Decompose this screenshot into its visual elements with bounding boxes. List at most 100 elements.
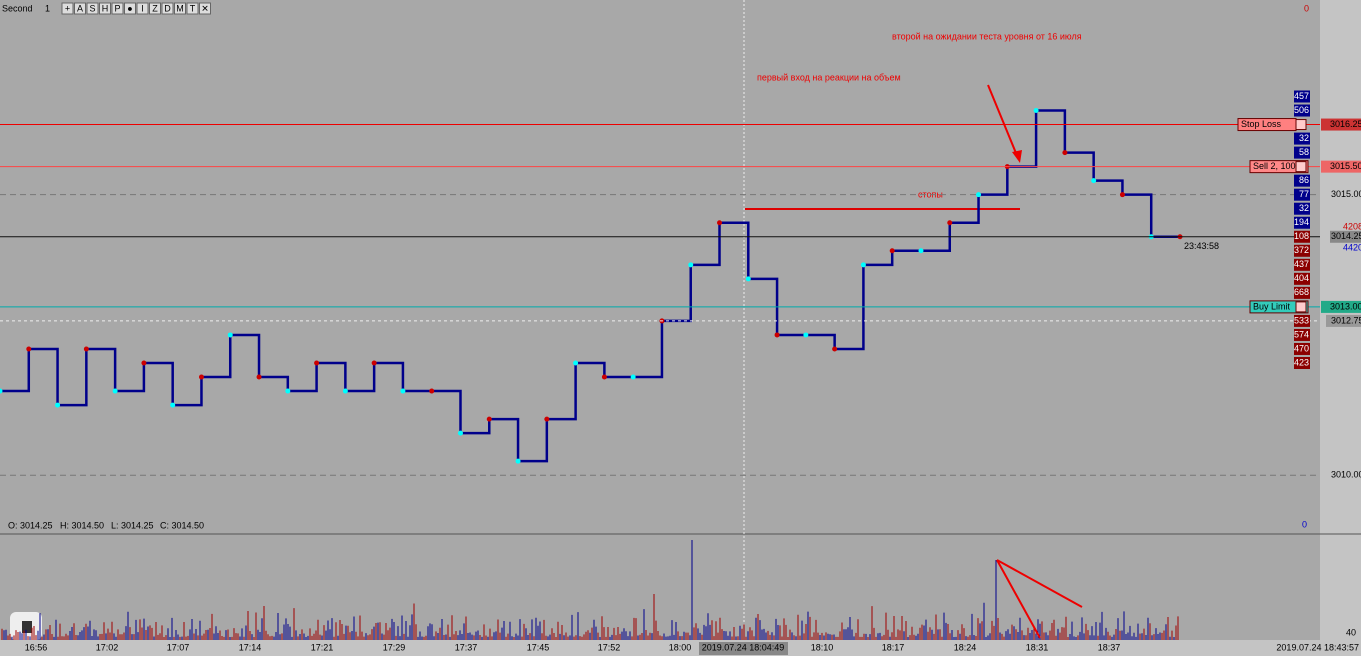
price-dot (976, 192, 982, 198)
toolbar-button[interactable] (174, 2, 186, 15)
toolbar-label: H (102, 3, 109, 13)
ladder-label: 108 (1294, 231, 1309, 241)
price-dot (515, 458, 521, 464)
price-dot (371, 360, 377, 366)
price-dot (774, 332, 780, 338)
toolbar-label: Z (152, 3, 158, 13)
price-dot (285, 388, 291, 394)
toolbar-label: T (190, 3, 196, 13)
ladder-cell (1294, 357, 1310, 370)
toolbar-button[interactable] (74, 2, 86, 15)
ladder-label: 372 (1294, 245, 1309, 255)
ladder-cell (1294, 188, 1310, 201)
order-label: Stop Loss (1241, 119, 1282, 129)
time-label: 17:52 (598, 642, 621, 652)
price-dot (342, 388, 348, 394)
ladder-label: 32 (1299, 133, 1309, 143)
toolbar-button[interactable] (111, 2, 124, 15)
order-cancel[interactable] (1295, 119, 1307, 131)
time-label: 18:10 (811, 642, 834, 652)
price-dot (314, 360, 320, 366)
ladder-label: 574 (1294, 329, 1309, 339)
axis-zero: 0 (1302, 519, 1307, 529)
volume-label: 40 (1346, 627, 1356, 637)
timer: 23:43:58 (1184, 241, 1219, 251)
end-time: 2019.07.24 18:43:57 (1276, 642, 1359, 652)
toolbar-label: I (141, 3, 144, 13)
time-label: 16:56 (25, 642, 48, 652)
price-dot (1062, 150, 1068, 156)
ladder-cell (1294, 230, 1310, 243)
toolbar-label: M (176, 3, 184, 13)
toolbar-button[interactable] (199, 2, 211, 15)
time-label: 17:29 (383, 642, 406, 652)
toolbar-label: ✕ (201, 3, 209, 13)
price-dot (573, 360, 579, 366)
toolbar-button[interactable] (86, 2, 99, 15)
price-dot (601, 374, 607, 380)
price-dot (83, 346, 89, 352)
toolbar-button[interactable] (61, 2, 74, 15)
price-badge (1321, 300, 1361, 313)
volume-trend (996, 559, 1083, 608)
ladder-cell (1294, 286, 1310, 299)
toolbar-button[interactable] (149, 2, 161, 15)
price-badge (1321, 118, 1361, 131)
price-badge (1326, 314, 1361, 327)
order-cancel[interactable] (1295, 301, 1307, 313)
price-dot (1091, 178, 1097, 184)
toolbar-button[interactable] (186, 2, 199, 15)
ladder-label: 506 (1294, 105, 1309, 115)
instrument: Second (2, 3, 33, 13)
toolbar-label: D (164, 3, 171, 13)
toolbar-button[interactable] (161, 2, 174, 15)
ladder-label: 437 (1294, 259, 1309, 269)
order-box (1249, 300, 1309, 314)
arrow (987, 84, 1019, 159)
price-badge-label: 3012.75 (1331, 315, 1361, 325)
ladder-label: 86 (1299, 175, 1309, 185)
order-cancel[interactable] (1295, 161, 1307, 173)
time-label: 18:00 (669, 642, 692, 652)
order-label: Buy Limit (1253, 301, 1291, 311)
price-dot (429, 388, 435, 394)
time-label: 17:45 (527, 642, 550, 652)
time-axis-bg (0, 640, 1361, 656)
time-label: 17:07 (167, 642, 190, 652)
axis-zero: 0 (1304, 3, 1309, 13)
price-dot (832, 346, 838, 352)
ladder-label: 32 (1299, 203, 1309, 213)
price-badge (1321, 160, 1361, 173)
y-tick-label: 3010.00 (1331, 470, 1361, 480)
ladder-label: 58 (1299, 147, 1309, 157)
price-dot (947, 220, 953, 226)
price-dot (198, 374, 204, 380)
toolbar-button[interactable] (124, 2, 136, 15)
price-dot (227, 332, 233, 338)
price-dot (803, 332, 809, 338)
ladder-label: 423 (1294, 357, 1309, 367)
price-badge-label: 3015.50 (1330, 161, 1361, 171)
price-dot (55, 402, 61, 408)
time-label: 18:31 (1026, 642, 1049, 652)
ladder-label: 404 (1294, 273, 1309, 283)
bid: 4420 (1343, 242, 1361, 252)
volume-trend (996, 559, 1041, 639)
toolbar-button[interactable] (136, 2, 149, 15)
time-label: 17:21 (311, 642, 334, 652)
toolbar-button[interactable] (99, 2, 111, 15)
ladder-label: 77 (1299, 189, 1309, 199)
cursor-time: 2019.07.24 18:04:49 (702, 642, 785, 652)
price-dot (688, 262, 694, 268)
ladder-cell (1294, 202, 1310, 215)
ladder-cell (1294, 328, 1310, 341)
ask: 4208 (1343, 221, 1361, 231)
ladder-label: 470 (1294, 343, 1309, 353)
toolbar-label: S (89, 3, 95, 13)
ladder-cell (1294, 104, 1310, 117)
time-label: 18:37 (1098, 642, 1121, 652)
price-dot (400, 388, 406, 394)
